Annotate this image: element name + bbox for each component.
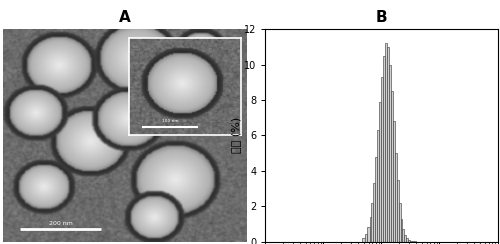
- Bar: [384, 56, 385, 242]
- Bar: [412, 241, 414, 242]
- Bar: [387, 47, 389, 242]
- Bar: [402, 229, 404, 242]
- Text: B: B: [376, 10, 387, 25]
- Text: 200 nm: 200 nm: [48, 221, 72, 226]
- Y-axis label: 强度 (%): 强度 (%): [231, 117, 241, 153]
- Bar: [395, 153, 396, 242]
- Bar: [400, 219, 402, 242]
- Bar: [362, 238, 366, 242]
- Bar: [374, 183, 376, 242]
- Bar: [372, 203, 374, 242]
- Bar: [382, 77, 384, 242]
- Bar: [380, 102, 382, 242]
- Text: A: A: [118, 10, 130, 25]
- Bar: [370, 217, 372, 242]
- Bar: [398, 203, 400, 242]
- Bar: [389, 65, 391, 242]
- Bar: [410, 241, 412, 242]
- Bar: [365, 234, 368, 242]
- Bar: [391, 91, 393, 242]
- Bar: [406, 238, 408, 242]
- Bar: [385, 43, 387, 242]
- Bar: [376, 157, 378, 242]
- Bar: [404, 235, 406, 242]
- Bar: [408, 240, 410, 242]
- Bar: [396, 180, 398, 242]
- Bar: [393, 121, 395, 242]
- Bar: [378, 130, 380, 242]
- Bar: [368, 227, 370, 242]
